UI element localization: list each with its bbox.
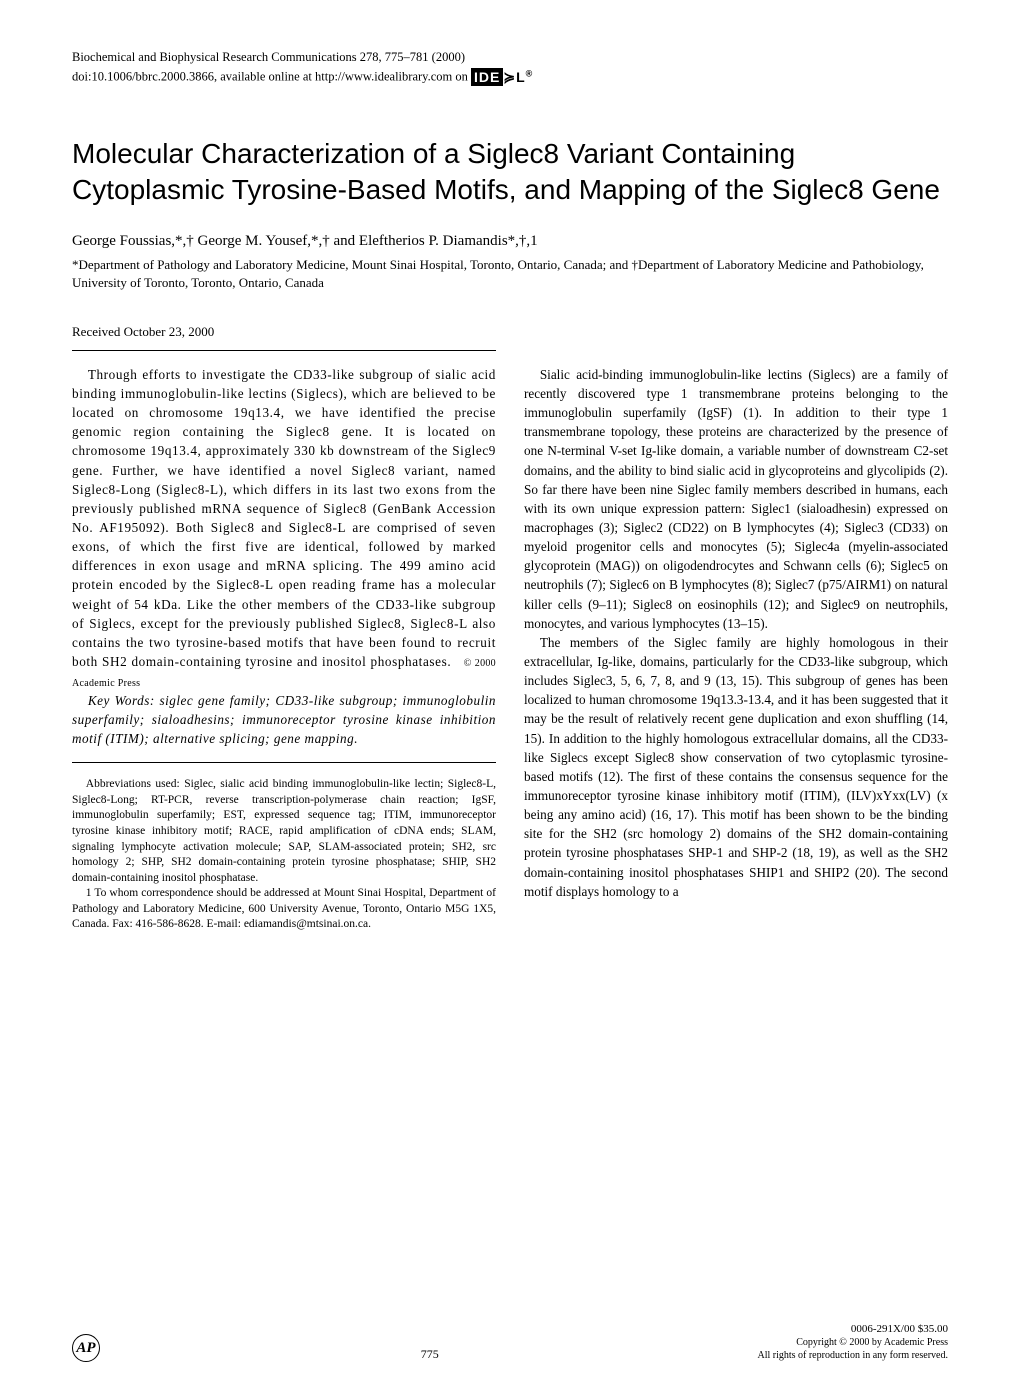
keywords: Key Words: siglec gene family; CD33-like… (72, 691, 496, 748)
doi-text: doi:10.1006/bbrc.2000.3866, available on… (72, 69, 471, 83)
right-column: Sialic acid-binding immunoglobulin-like … (524, 350, 948, 933)
journal-citation: Biochemical and Biophysical Research Com… (72, 48, 948, 67)
footer-issn: 0006-291X/00 $35.00 (757, 1322, 948, 1336)
abstract-body: Through efforts to investigate the CD33-… (72, 367, 496, 669)
received-date: Received October 23, 2000 (72, 324, 948, 340)
footer-rights: 0006-291X/00 $35.00 Copyright © 2000 by … (757, 1322, 948, 1362)
corresponding-author-footnote: 1 To whom correspondence should be addre… (72, 886, 496, 933)
ap-logo-icon: AP (72, 1334, 100, 1362)
ideal-logo-box: IDE (471, 68, 503, 86)
abstract-top-rule (72, 350, 496, 351)
ideal-reg-mark: ® (526, 68, 534, 78)
affiliations: *Department of Pathology and Laboratory … (72, 256, 948, 292)
intro-paragraph-1: Sialic acid-binding immunoglobulin-like … (524, 365, 948, 633)
article-title: Molecular Characterization of a Siglec8 … (72, 136, 948, 209)
publisher-logo-container: AP (72, 1334, 102, 1362)
left-column: Through efforts to investigate the CD33-… (72, 350, 496, 933)
page-footer: AP 775 0006-291X/00 $35.00 Copyright © 2… (72, 1322, 948, 1362)
footer-copyright: Copyright © 2000 by Academic Press (757, 1336, 948, 1349)
ideal-logo-suffix: ≽ (503, 69, 516, 85)
ideal-logo: IDE≽L® (471, 67, 533, 88)
intro-paragraph-2: The members of the Siglec family are hig… (524, 633, 948, 901)
abstract-bottom-rule (72, 762, 496, 763)
keywords-text: Key Words: siglec gene family; CD33-like… (72, 693, 496, 746)
two-column-body: Through efforts to investigate the CD33-… (72, 350, 948, 933)
doi-line: doi:10.1006/bbrc.2000.3866, available on… (72, 67, 948, 88)
footer-reserved: All rights of reproduction in any form r… (757, 1349, 948, 1362)
page-number: 775 (421, 1347, 439, 1362)
abbreviations: Abbreviations used: Siglec, sialic acid … (72, 777, 496, 886)
authors-line: George Foussias,*,† George M. Yousef,*,†… (72, 233, 948, 250)
abstract-text: Through efforts to investigate the CD33-… (72, 365, 496, 691)
